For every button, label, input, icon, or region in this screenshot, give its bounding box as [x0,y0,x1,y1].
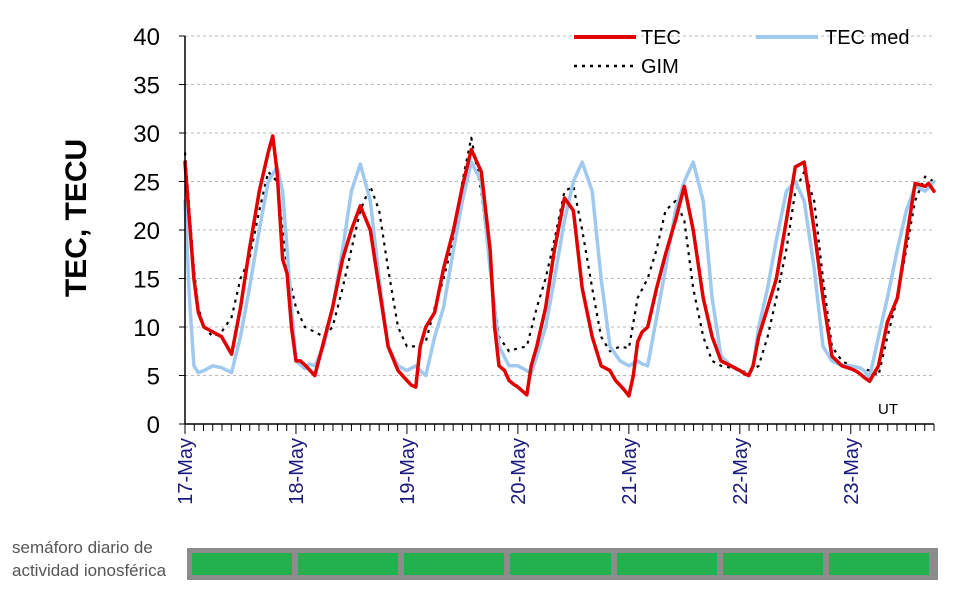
y-axis-label: TEC, TECU [60,139,93,297]
y-tick-label: 30 [133,121,160,148]
y-tick-label: 25 [133,170,160,197]
y-tick-label: 0 [147,412,160,439]
y-tick-label: 40 [133,24,160,51]
legend-label-tec-med: TEC med [825,27,909,49]
series-line-tec-med [183,160,936,380]
semaforo-label-line1: semáforo diario de [12,538,153,557]
legend-label-gim: GIM [641,56,679,78]
y-tick-labels: 0 5 10 15 20 25 30 35 40 [133,24,160,439]
x-tick-label: 17-May [175,438,197,505]
y-tick-label: 20 [133,218,160,245]
semaforo-day-21-may [616,553,717,575]
semaforo-day-17-may [192,553,293,575]
y-tick-label: 35 [133,73,160,100]
series-layer [183,134,936,398]
semaforo-label-line2: actividad ionosférica [12,561,167,580]
semaforo-day-22-may [722,553,823,575]
x-tick-labels: 17-May 18-May 19-May 20-May 21-May 22-May 23-M… [175,438,863,505]
x-tick-label: 20-May [508,438,530,505]
semaforo-day-18-may [298,553,399,575]
semaforo-day-20-may [510,553,611,575]
semaforo-label: semáforo diario de actividad ionosférica [12,536,187,582]
axes [179,35,935,434]
legend-label-tec: TEC [641,27,681,49]
y-tick-label: 5 [147,364,160,391]
legend: TEC TEC med GIM [574,27,909,78]
y-tick-label: 15 [133,267,160,294]
y-tick-label: 10 [133,315,160,342]
x-tick-label: 22-May [730,438,752,505]
x-tick-label: 21-May [619,438,641,505]
semaforo-day-23-may [828,553,929,575]
semaforo-bar [187,548,938,580]
x-tick-label: 19-May [397,438,419,505]
series-line-tec [183,134,936,398]
x-tick-label: 23-May [841,438,863,505]
x-unit-label: UT [878,401,898,418]
x-tick-label: 18-May [286,438,308,505]
tec-chart: 0 5 10 15 20 25 30 35 40 17-May 18-May 19-May 20-Ma… [60,24,936,505]
semaforo-day-19-may [404,553,505,575]
